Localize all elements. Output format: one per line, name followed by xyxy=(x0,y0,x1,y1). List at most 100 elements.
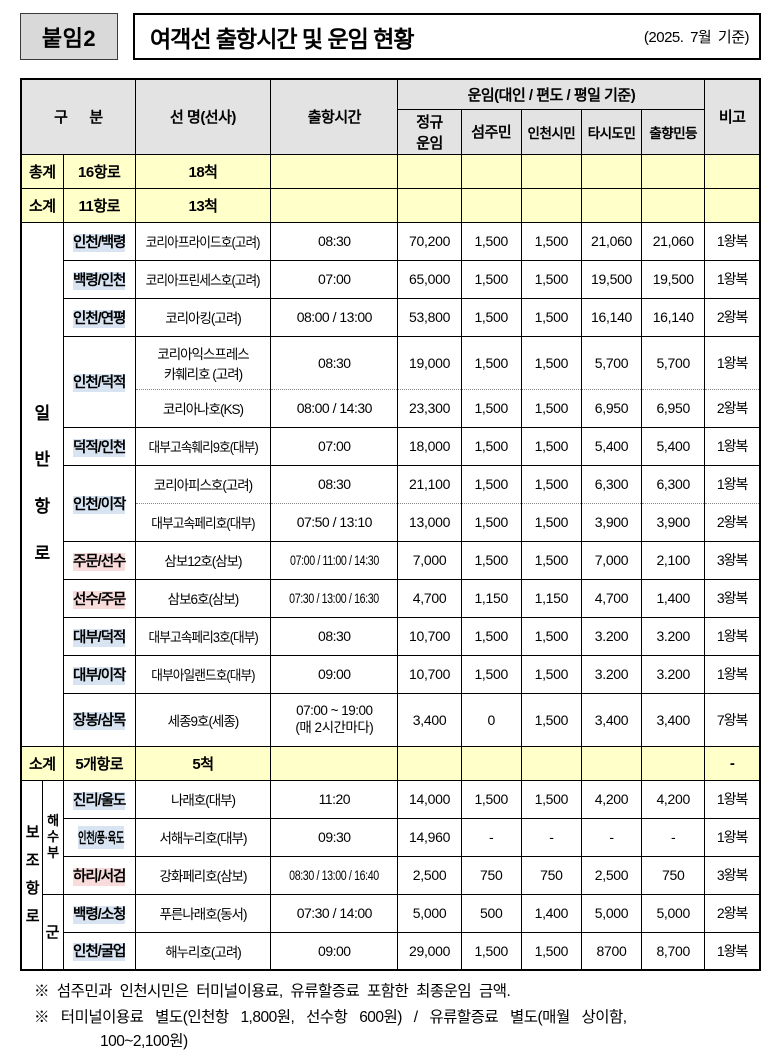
empty-cell xyxy=(520,745,582,781)
ship-cell: 코리아익스프레스 카훼리호 (고려) xyxy=(134,335,272,390)
fare-cell: 53,800 xyxy=(397,297,462,337)
fare-cell: - xyxy=(641,817,706,857)
note-cell: 1왕복 xyxy=(704,931,761,971)
summary-routes: 16항로 xyxy=(62,153,136,189)
ship-cell: 대부아일랜드호(대부) xyxy=(134,654,272,694)
note-cell: 1왕복 xyxy=(704,817,761,857)
fare-cell: 0 xyxy=(460,692,522,747)
fare-cell: 1,400 xyxy=(520,893,582,933)
ship-cell: 코리아나호(KS) xyxy=(134,388,272,428)
fare-cell: 4,700 xyxy=(397,578,462,618)
table-row: 대부/덕적 대부고속페리3호(대부) 08:30 10,700 1,500 1,… xyxy=(21,616,761,656)
fare-cell: 16,140 xyxy=(580,297,643,337)
summary-routes: 5개항로 xyxy=(62,745,136,781)
fare-cell: 1,150 xyxy=(520,578,582,618)
table-row: 인천/이작 코리아피스호(고려) 08:30 21,100 1,500 1,50… xyxy=(21,464,761,542)
col-header-fare-group: 운임(대인 / 편도 / 평일 기준) xyxy=(397,78,706,110)
fare-cell: 4,200 xyxy=(641,779,706,819)
empty-cell xyxy=(580,187,643,223)
note-cell: 1왕복 xyxy=(704,616,761,656)
empty-cell xyxy=(580,745,643,781)
summary-ships: 13척 xyxy=(134,187,272,223)
fare-cell: 1,500 xyxy=(460,388,522,428)
fare-cell: 6,950 xyxy=(580,388,643,428)
col-header-category: 구 분 xyxy=(20,78,136,155)
ship-cell: 코리아피스호(고려) xyxy=(134,464,272,504)
empty-cell xyxy=(270,153,399,189)
note-cell: 2왕복 xyxy=(704,893,761,933)
fare-cell: 2,500 xyxy=(580,855,643,895)
title-box: 여객선 출항시간 및 운임 현황 (2025. 7월 기준) xyxy=(133,13,761,60)
summary-label: 소계 xyxy=(20,745,64,781)
col-header-expat: 출향민등 xyxy=(641,108,706,155)
fare-cell: 14,000 xyxy=(397,779,462,819)
ship-cell: 코리아프라이드호(고려) xyxy=(134,221,272,261)
time-cell: 08:30 xyxy=(270,335,399,390)
fare-cell: 1,500 xyxy=(460,335,522,390)
empty-cell xyxy=(460,153,522,189)
fare-cell: 5,000 xyxy=(580,893,643,933)
col-header-regular-fare: 정규 운임 xyxy=(397,108,462,155)
empty-cell xyxy=(460,745,522,781)
time-cell: 08:00 / 13:00 xyxy=(270,297,399,337)
route-cell: 장봉/삼목 xyxy=(62,692,136,747)
summary-label: 총계 xyxy=(20,153,64,189)
note-cell: - xyxy=(704,745,761,781)
empty-cell xyxy=(460,187,522,223)
time-cell: 07:00 ~ 19:00 (매 2시간마다) xyxy=(270,692,399,747)
note-cell: 3왕복 xyxy=(704,578,761,618)
summary-label: 소계 xyxy=(20,187,64,223)
ship-cell: 대부고속페리3호(대부) xyxy=(134,616,272,656)
time-cell: 07:30 / 14:00 xyxy=(270,893,399,933)
time-cell: 09:30 xyxy=(270,817,399,857)
fare-cell: 7,000 xyxy=(580,540,643,580)
table-row: 보조항로 해수부 진리/울도 나래호(대부) 11:20 14,000 1,50… xyxy=(20,779,761,971)
col-header-ship: 선 명(선사) xyxy=(134,78,272,155)
note-cell: 3왕복 xyxy=(704,540,761,580)
col-header-note: 비고 xyxy=(704,78,761,155)
footnote: ※ 섬주민과 인천시민은 터미널이용료, 유류할증료 포함한 최종운임 금액. xyxy=(34,983,511,1000)
section-label-sub: 보조항로 xyxy=(20,779,43,971)
fare-cell: 5,700 xyxy=(580,335,643,390)
time-cell: 08:30 xyxy=(270,464,399,504)
fare-cell: 1,500 xyxy=(460,221,522,261)
fare-cell: - xyxy=(580,817,643,857)
route-cell: 대부/이작 xyxy=(62,654,136,694)
route-cell: 인천/이작 xyxy=(62,464,136,542)
fare-cell: 3,900 xyxy=(641,502,706,542)
note-cell: 7왕복 xyxy=(704,692,761,747)
route-cell: 백령/소청 xyxy=(62,893,136,933)
fare-cell: 19,500 xyxy=(580,259,643,299)
time-cell: 07:50 / 13:10 xyxy=(270,502,399,542)
empty-cell xyxy=(641,153,706,189)
note-cell: 1왕복 xyxy=(704,335,761,390)
table-row: 백령/인천 코리아프린세스호(고려) 07:00 65,000 1,500 1,… xyxy=(21,259,761,299)
fare-cell: 65,000 xyxy=(397,259,462,299)
table-row: 선수/주문 삼보6호(삼보) 07:30 / 13:00 / 16:30 4,7… xyxy=(21,578,761,618)
fare-cell: 1,500 xyxy=(460,464,522,504)
empty-cell xyxy=(397,153,462,189)
fare-cell: 1,500 xyxy=(520,692,582,747)
table-row: 대부/이작 대부아일랜드호(대부) 09:00 10,700 1,500 1,5… xyxy=(21,654,761,694)
empty-cell xyxy=(704,153,761,189)
fare-cell: 18,000 xyxy=(397,426,462,466)
fare-cell: 3.200 xyxy=(580,654,643,694)
fare-cell: 5,700 xyxy=(641,335,706,390)
fare-cell: 1,500 xyxy=(460,654,522,694)
empty-cell xyxy=(520,187,582,223)
table-row: 장봉/삼목 세종9호(세종) 07:00 ~ 19:00 (매 2시간마다) 3… xyxy=(21,692,761,747)
fare-cell: 1,500 xyxy=(520,931,582,971)
fare-cell: 1,500 xyxy=(520,259,582,299)
fare-cell: 1,500 xyxy=(460,297,522,337)
ship-cell: 대부고속훼리9호(대부) xyxy=(134,426,272,466)
fare-cell: 1,500 xyxy=(520,426,582,466)
fare-cell: 1,500 xyxy=(460,616,522,656)
note-cell: 3왕복 xyxy=(704,855,761,895)
fare-cell: 1,500 xyxy=(520,502,582,542)
fare-cell: 23,300 xyxy=(397,388,462,428)
note-cell: 1왕복 xyxy=(704,221,761,261)
fare-cell: 3,400 xyxy=(397,692,462,747)
col-header-islander: 섬주민 xyxy=(460,108,522,155)
fare-cell: 19,500 xyxy=(641,259,706,299)
